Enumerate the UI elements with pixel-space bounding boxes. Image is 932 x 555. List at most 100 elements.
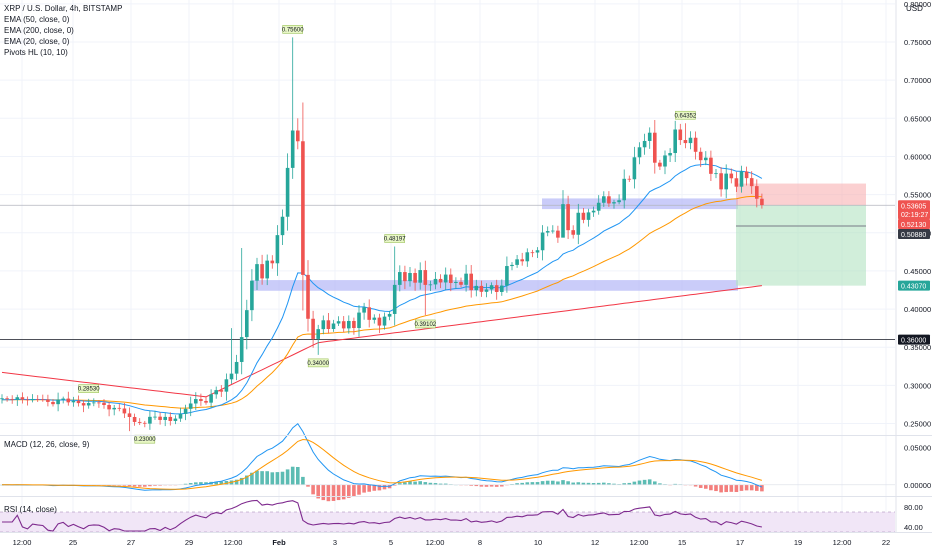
ema200-line [1,285,762,398]
candle-3 [15,394,20,406]
candle-body [749,178,754,187]
candle-25 [127,407,132,432]
macd-histogram-bar-24 [122,484,127,486]
horizontal-levels [0,204,895,341]
candle-body [602,196,606,203]
candle-body [688,137,693,144]
candle-body [438,278,443,283]
macd-histogram-bar-62 [316,484,320,499]
price-axis[interactable]: 0.80000 0.75000 0.70000 0.65000 0.60000 0.550… [904,0,931,532]
price-tag-text: 0.52130 [901,222,926,229]
candle-59 [301,102,305,311]
candle-body [387,313,392,317]
candle-body [714,173,718,175]
candle-29 [148,410,152,430]
stop-loss-area[interactable] [736,183,866,206]
candle-42 [214,386,218,399]
candle-142 [724,164,728,199]
take-profit-area[interactable] [736,205,866,286]
macd-histogram-bar-142 [724,484,728,493]
candle-35 [178,407,183,422]
candle-53 [270,255,275,269]
macd-histogram-bar-93 [474,484,479,487]
candle-body [586,212,591,220]
price-tick-0: 0.80000 [904,0,931,9]
price-tag-text: 0.36000 [901,338,926,345]
candle-body [479,285,484,292]
candle-6 [30,394,35,403]
candle-119 [607,191,611,207]
candle-body [188,403,193,409]
candle-body [245,310,249,338]
candle-71 [362,302,366,320]
price-tag-text: 0.50880 [901,232,926,239]
candle-107 [545,226,550,237]
candle-body [392,284,397,314]
candle-145 [739,165,744,193]
candle-body [362,307,366,313]
rsi-band [0,512,895,532]
macd-histogram-bar-44 [224,481,229,485]
macd-histogram-bar-95 [484,484,489,487]
price-tag-text: 02:19:27 [901,212,928,219]
candle-body [97,402,101,404]
legend-pivots: Pivots HL (10, 10) [4,48,68,57]
candle-98 [500,279,504,296]
macd-histogram-bar-96 [489,484,494,487]
candle-body [122,408,127,414]
macd-histogram-bar-102 [520,482,524,485]
candle-134 [683,123,688,149]
macd-tick-0: 0.05000 [904,443,931,452]
macd-histogram-bar-64 [326,484,331,502]
candle-body [551,230,555,232]
candle-body [413,272,417,283]
candle-body [729,173,734,179]
candle-24 [122,403,127,418]
candle-body [336,321,341,324]
candle-89 [454,277,458,289]
candle-body [494,285,499,292]
candle-body [642,140,647,148]
macd-tick-1: 0.00000 [904,481,931,490]
pivot-label-text: 0.64352 [675,113,697,119]
time-tick-14: 17 [736,538,744,547]
macd-histogram-bar-141 [719,484,723,493]
candle-body [408,272,412,282]
short-position-tool[interactable] [736,183,866,286]
time-axis[interactable]: 12:00 25 27 29 12:00 Feb 3 5 12:00 8 10 12 12:00 15 17… [13,538,891,547]
candle-149 [760,193,764,209]
price-tag-box [898,228,930,239]
grid [0,0,895,532]
macd-histogram-bar-116 [591,483,596,485]
price-tag-3: 0.50880 [898,228,930,239]
candle-18 [92,398,96,407]
pivot-label-box [414,319,436,329]
macd-histogram-bar-50 [255,470,259,485]
time-tick-13: 15 [678,538,686,547]
candle-body [698,151,703,161]
macd-histogram-bar-98 [500,484,504,487]
candle-body [178,413,183,419]
pivot-label-box [384,234,406,243]
candle-17 [86,398,91,409]
macd-histogram-bar-53 [270,472,275,485]
price-tag-1: 02:19:27 [898,209,930,220]
candle-body [239,337,244,362]
macd-histogram-bar-78 [398,483,402,485]
macd-histogram-bar-132 [673,483,677,485]
candle-body [571,230,575,235]
macd-histogram-bar-119 [607,483,611,485]
candle-body [214,390,218,395]
macd-histogram-bar-73 [372,484,377,491]
macd-histogram-bar-37 [188,483,193,485]
candle-body [540,232,545,251]
candle-body [112,407,116,410]
candle-78 [398,265,402,292]
candle-5 [25,396,30,406]
candle-45 [229,328,234,384]
macd-histogram-bar-117 [596,482,601,485]
macd-histogram-bar-112 [571,482,575,485]
macd-histogram-bar-148 [755,484,759,491]
candle-73 [372,314,377,324]
